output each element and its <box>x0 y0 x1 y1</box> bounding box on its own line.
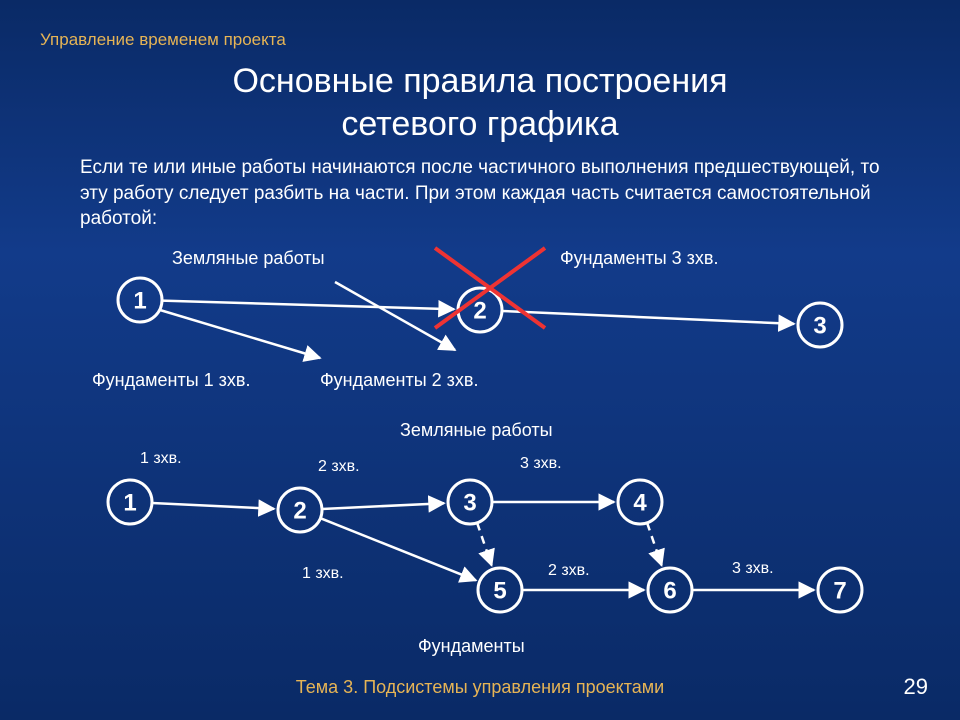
title-line2: сетевого графика <box>341 105 618 143</box>
svg-text:2: 2 <box>293 498 306 525</box>
svg-text:3: 3 <box>463 490 476 517</box>
svg-text:3: 3 <box>813 313 826 340</box>
svg-text:6: 6 <box>663 578 676 605</box>
svg-text:7: 7 <box>833 578 846 605</box>
title-line1: Основные правила построения <box>232 62 727 100</box>
page-number: 29 <box>904 674 928 700</box>
body-text: Если те или иные работы начинаются после… <box>80 155 880 232</box>
label-earthworks-bottom: Земляные работы <box>400 420 553 441</box>
page-title: Основные правила построения сетевого гра… <box>0 60 960 145</box>
footer-theme: Тема 3. Подсистемы управления проектами <box>0 677 960 698</box>
svg-text:4: 4 <box>633 490 647 517</box>
svg-text:2: 2 <box>473 298 486 325</box>
slide: { "colors": { "accent": "#e6b455", "text… <box>0 0 960 720</box>
svg-text:5: 5 <box>493 578 506 605</box>
breadcrumb: Управление временем проекта <box>40 30 286 50</box>
svg-text:1: 1 <box>133 288 146 315</box>
diagram-bottom: 1 2 3 4 5 6 7 <box>60 440 920 640</box>
diagram-top: 1 2 3 <box>60 240 900 400</box>
svg-text:1: 1 <box>123 490 136 517</box>
